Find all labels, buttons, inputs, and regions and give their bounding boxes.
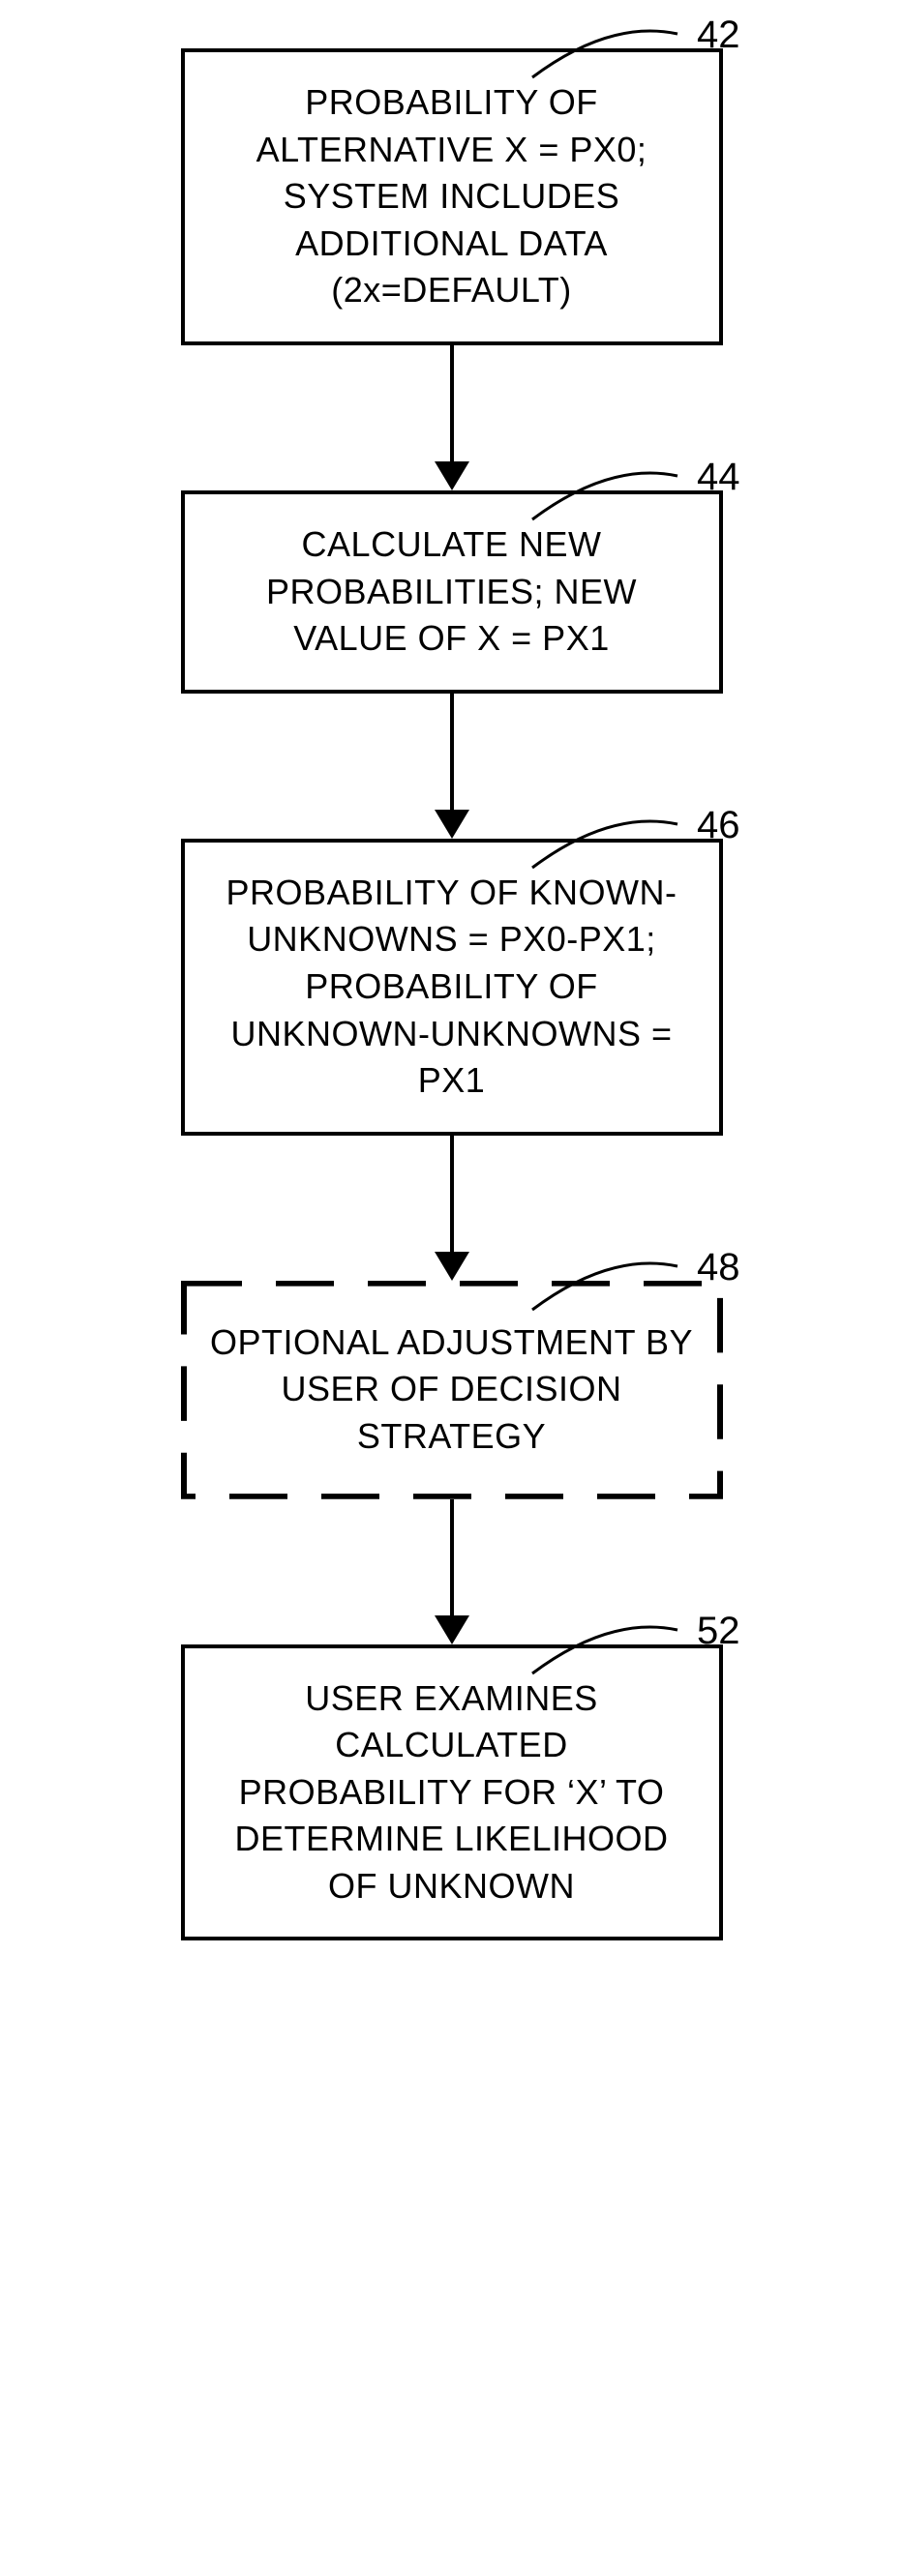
arrow-3 <box>435 1136 469 1281</box>
arrow-4 <box>435 1499 469 1644</box>
arrow-2-head <box>435 810 469 839</box>
node-44-text: CALCULATE NEW PROBABILITIES; NEW VALUE O… <box>266 524 637 658</box>
node-wrap-42: PROBABILITY OF ALTERNATIVE X = PX0; SYST… <box>0 48 903 345</box>
arrow-3-line <box>450 1136 454 1252</box>
arrow-1-head <box>435 461 469 490</box>
arrow-3-head <box>435 1252 469 1281</box>
node-42: PROBABILITY OF ALTERNATIVE X = PX0; SYST… <box>181 48 723 345</box>
label-42-text: 42 <box>697 14 740 56</box>
flowchart: PROBABILITY OF ALTERNATIVE X = PX0; SYST… <box>0 39 903 1940</box>
label-44-text: 44 <box>697 456 740 498</box>
arrow-1-line <box>450 345 454 461</box>
label-52: 52 <box>697 1610 740 1653</box>
label-52-text: 52 <box>697 1610 740 1652</box>
label-48-text: 48 <box>697 1246 740 1288</box>
node-wrap-52: USER EXAMINES CALCULATED PROBABILITY FOR… <box>0 1644 903 1941</box>
node-46-text: PROBABILITY OF KNOWN-UNKNOWNS = PX0-PX1;… <box>226 873 677 1100</box>
node-46: PROBABILITY OF KNOWN-UNKNOWNS = PX0-PX1;… <box>181 839 723 1136</box>
label-46: 46 <box>697 804 740 847</box>
node-48-text: OPTIONAL ADJUSTMENT BY USER OF DECISION … <box>210 1322 693 1456</box>
arrow-4-head <box>435 1615 469 1644</box>
node-wrap-44: CALCULATE NEW PROBABILITIES; NEW VALUE O… <box>0 490 903 694</box>
node-wrap-46: PROBABILITY OF KNOWN-UNKNOWNS = PX0-PX1;… <box>0 839 903 1136</box>
arrow-2-line <box>450 694 454 810</box>
label-46-text: 46 <box>697 804 740 846</box>
arrow-1 <box>435 345 469 490</box>
arrow-2 <box>435 694 469 839</box>
node-52-text: USER EXAMINES CALCULATED PROBABILITY FOR… <box>234 1678 668 1906</box>
label-42: 42 <box>697 14 740 57</box>
node-44: CALCULATE NEW PROBABILITIES; NEW VALUE O… <box>181 490 723 694</box>
node-42-text: PROBABILITY OF ALTERNATIVE X = PX0; SYST… <box>256 82 647 310</box>
arrow-4-line <box>450 1499 454 1615</box>
node-wrap-48: OPTIONAL ADJUSTMENT BY USER OF DECISION … <box>0 1281 903 1499</box>
node-52: USER EXAMINES CALCULATED PROBABILITY FOR… <box>181 1644 723 1941</box>
label-44: 44 <box>697 456 740 499</box>
node-48: OPTIONAL ADJUSTMENT BY USER OF DECISION … <box>181 1281 723 1499</box>
label-48: 48 <box>697 1246 740 1289</box>
